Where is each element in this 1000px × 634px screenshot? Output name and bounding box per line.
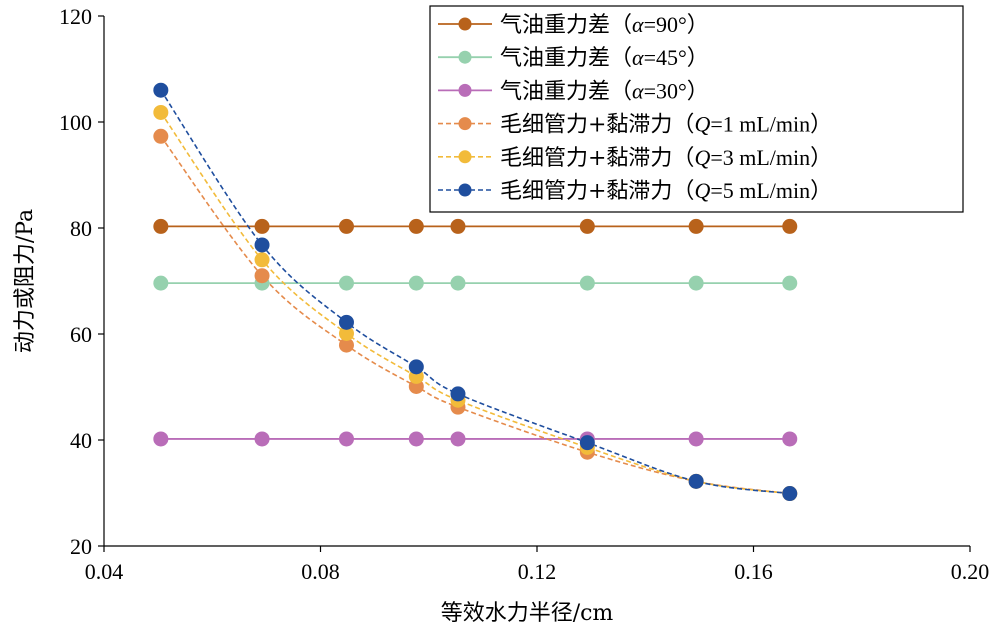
data-point: [153, 104, 169, 120]
data-point: [254, 218, 270, 234]
data-point: [153, 275, 169, 291]
y-tick-label: 20: [70, 534, 92, 559]
y-tick-label: 100: [59, 110, 92, 135]
y-axis-title: 动力或阻力/Pa: [13, 209, 38, 353]
legend-item: 气油重力差（α=30°）: [438, 78, 709, 104]
legend-box: [429, 5, 964, 213]
data-point: [782, 275, 798, 291]
legend-item: 气油重力差（α=45°）: [438, 45, 709, 71]
x-ticks: 0.04 0.08 0.12 0.16 0.20: [85, 546, 990, 584]
legend-item: 气油重力差（α=90°）: [438, 12, 709, 38]
legend-item: 毛细管力+黏滞力（Q=5 mL/min）: [438, 178, 832, 204]
data-point: [408, 431, 424, 447]
data-point: [153, 218, 169, 234]
data-point: [338, 314, 354, 330]
data-point: [688, 473, 704, 489]
legend-label: 气油重力差（α=30°）: [500, 78, 709, 104]
data-point: [688, 431, 704, 447]
data-point: [338, 275, 354, 291]
data-point: [254, 431, 270, 447]
data-point: [338, 218, 354, 234]
legend-swatch-marker: [458, 117, 472, 131]
legend-label: 毛细管力+黏滞力（Q=1 mL/min）: [500, 112, 832, 138]
legend-label: 毛细管力+黏滞力（Q=3 mL/min）: [500, 145, 832, 171]
series-points: [153, 82, 798, 502]
data-point: [450, 275, 466, 291]
data-point: [153, 431, 169, 447]
data-point: [254, 268, 270, 284]
legend-label: 气油重力差（α=90°）: [500, 12, 709, 38]
x-tick-label: 0.16: [734, 559, 773, 584]
legend-swatch-marker: [458, 183, 472, 197]
legend-swatch-marker: [458, 150, 472, 164]
legend-item: 毛细管力+黏滞力（Q=3 mL/min）: [438, 145, 832, 171]
data-point: [338, 337, 354, 353]
data-point: [782, 486, 798, 502]
data-point: [450, 218, 466, 234]
data-point: [254, 237, 270, 253]
legend-item: 毛细管力+黏滞力（Q=1 mL/min）: [438, 112, 832, 138]
x-tick-label: 0.08: [301, 559, 340, 584]
data-point: [579, 435, 595, 451]
legend-swatch-marker: [458, 83, 472, 97]
y-ticks: 20 40 60 80 100 120: [59, 4, 104, 559]
x-tick-label: 0.04: [85, 559, 124, 584]
data-point: [782, 218, 798, 234]
legend-swatch-marker: [458, 50, 472, 64]
data-point: [153, 82, 169, 98]
data-point: [408, 218, 424, 234]
y-tick-label: 40: [70, 428, 92, 453]
legend-swatch-marker: [458, 17, 472, 31]
data-point: [254, 252, 270, 268]
y-tick-label: 80: [70, 216, 92, 241]
data-point: [688, 275, 704, 291]
data-point: [579, 218, 595, 234]
data-point: [153, 128, 169, 144]
legend-label: 气油重力差（α=45°）: [500, 45, 709, 71]
data-point: [688, 218, 704, 234]
data-point: [338, 325, 354, 341]
data-point: [782, 431, 798, 447]
y-tick-label: 60: [70, 322, 92, 347]
x-axis-title: 等效水力半径/cm: [441, 601, 614, 626]
data-point: [450, 431, 466, 447]
data-point: [338, 431, 354, 447]
data-point: [408, 275, 424, 291]
legend-label: 毛细管力+黏滞力（Q=5 mL/min）: [500, 178, 832, 204]
legend: 气油重力差（α=90°） 气油重力差（α=45°） 气油重力差（α=30°） 毛细管力…: [429, 5, 964, 213]
x-tick-label: 0.20: [951, 559, 990, 584]
data-point: [579, 275, 595, 291]
y-tick-label: 120: [59, 4, 92, 29]
x-tick-label: 0.12: [518, 559, 557, 584]
data-point: [408, 359, 424, 375]
data-point: [450, 386, 466, 402]
